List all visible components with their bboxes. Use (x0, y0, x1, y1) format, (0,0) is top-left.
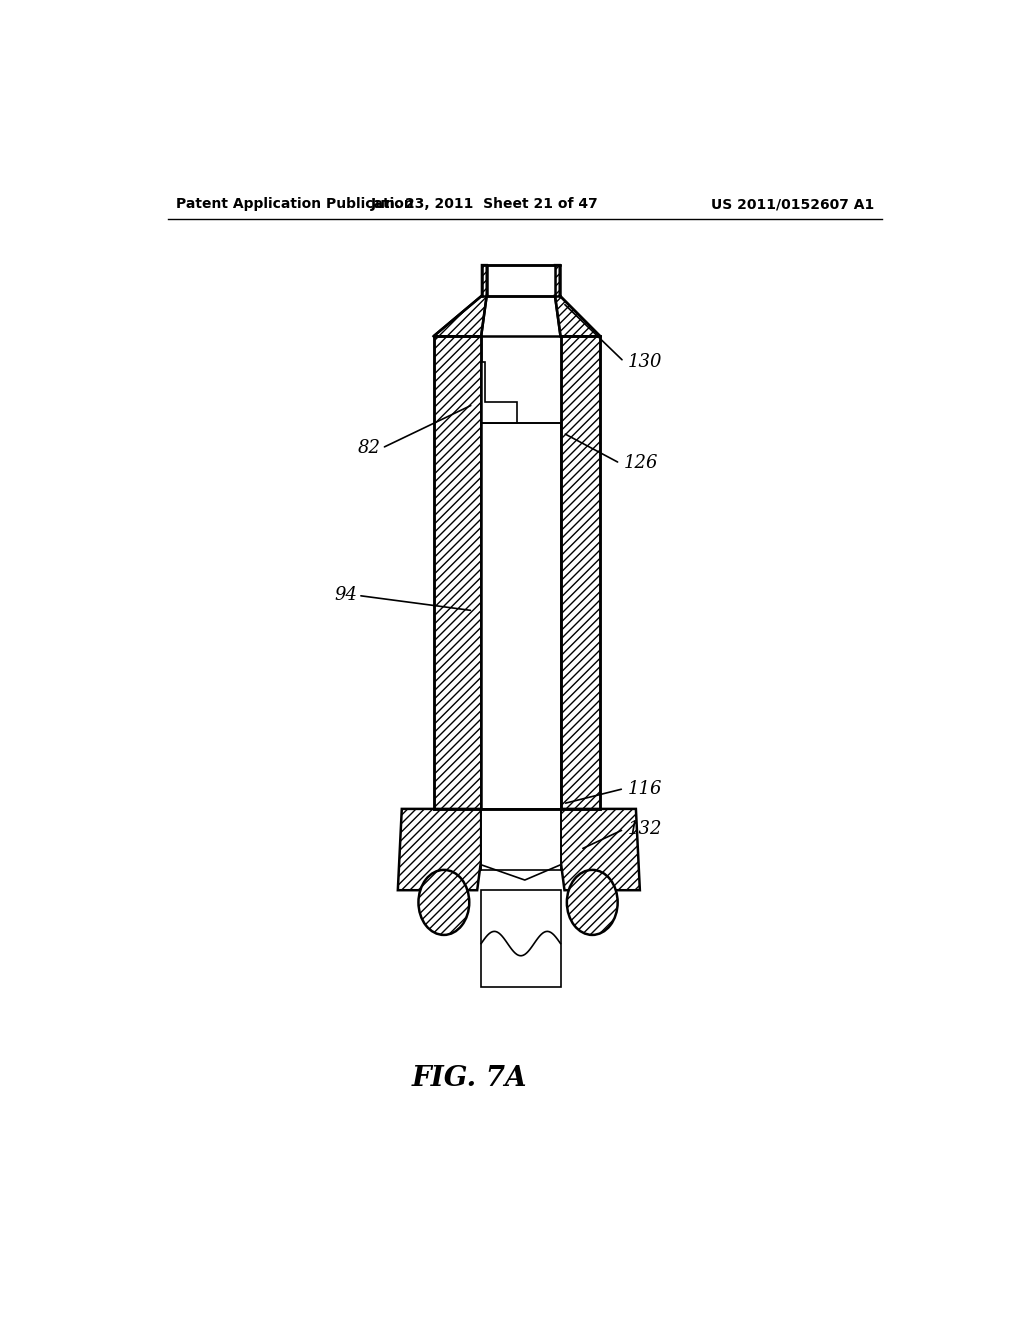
Polygon shape (433, 337, 481, 809)
Text: 94: 94 (334, 586, 357, 605)
Polygon shape (560, 809, 640, 890)
Text: Patent Application Publication: Patent Application Publication (176, 197, 414, 211)
Polygon shape (481, 890, 560, 987)
Polygon shape (397, 809, 481, 890)
Text: 126: 126 (624, 454, 658, 473)
Polygon shape (481, 422, 560, 870)
Circle shape (567, 870, 617, 935)
Circle shape (419, 870, 469, 935)
Text: 132: 132 (628, 820, 663, 838)
Text: Jun. 23, 2011  Sheet 21 of 47: Jun. 23, 2011 Sheet 21 of 47 (372, 197, 599, 211)
Polygon shape (481, 362, 517, 422)
Text: 82: 82 (358, 440, 381, 457)
Text: FIG. 7A: FIG. 7A (412, 1065, 527, 1092)
Polygon shape (486, 265, 555, 296)
Polygon shape (433, 265, 486, 337)
Text: 116: 116 (628, 780, 663, 797)
Polygon shape (555, 265, 600, 337)
Polygon shape (560, 337, 600, 809)
Text: US 2011/0152607 A1: US 2011/0152607 A1 (711, 197, 873, 211)
Text: 130: 130 (628, 352, 663, 371)
